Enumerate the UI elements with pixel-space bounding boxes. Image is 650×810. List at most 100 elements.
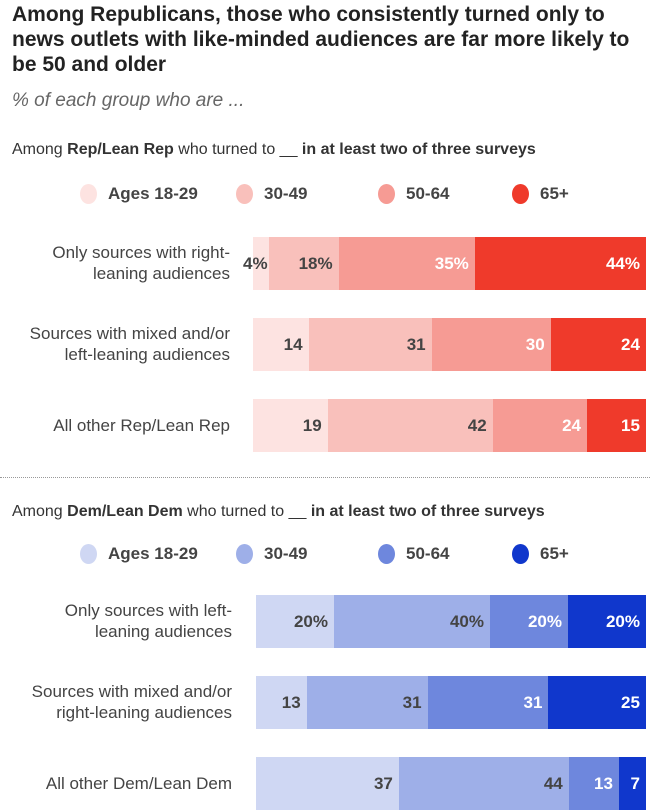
data-label: 40% <box>449 611 484 631</box>
header-text: in at least two of three surveys <box>301 141 536 158</box>
stacked-bar: 37 44 13 7 <box>256 757 646 810</box>
stacked-bar: 14 31 30 24 <box>253 318 646 371</box>
data-label: 18% <box>298 253 333 273</box>
bar-segment: 14 <box>253 318 309 371</box>
legend-item: Ages 18-29 <box>80 544 198 564</box>
data-label: 20% <box>527 611 562 631</box>
data-label: 13 <box>594 773 613 793</box>
legend-swatch <box>236 184 253 204</box>
bar-segment: 30 <box>431 318 551 371</box>
category-label-line: Sources with mixed and/or <box>29 324 230 343</box>
bar-segment: 44 <box>398 757 569 810</box>
category-label-line: All other Rep/Lean Rep <box>53 415 230 435</box>
section-header: Among Dem/Lean Dem who turned to __ in a… <box>12 503 545 521</box>
legend-label: Ages 18-29 <box>108 184 198 203</box>
legend-label: 30-49 <box>264 544 308 563</box>
category-label: Only sources with left-leaning audiences <box>2 600 232 642</box>
legend-item: 30-49 <box>236 184 307 204</box>
data-label: 44% <box>605 253 640 273</box>
category-label-line: Sources with mixed and/or <box>31 682 232 701</box>
stacked-bar: 20% 40% 20% 20% <box>256 595 646 648</box>
bar-segment: 42 <box>327 399 493 452</box>
bar-segment: 24 <box>550 318 646 371</box>
category-label: All other Dem/Lean Dem <box>2 773 232 794</box>
legend-label: 65+ <box>540 544 569 563</box>
data-label: 14 <box>283 334 303 354</box>
data-label: 25 <box>621 692 640 712</box>
data-label: 31 <box>523 692 543 712</box>
bar-segment: 4% <box>243 237 269 290</box>
legend-item: 50-64 <box>378 184 449 204</box>
category-label: Sources with mixed and/or left-leaning au… <box>0 323 230 365</box>
data-label: 20% <box>605 611 640 631</box>
header-text: Rep/Lean Rep <box>67 141 174 158</box>
data-label: 31 <box>406 334 426 354</box>
legend: Ages 18-29 30-49 50-64 65+ <box>0 544 650 568</box>
header-text: who turned to __ <box>173 141 302 158</box>
data-label: 24 <box>562 415 582 435</box>
bar-segment: 35% <box>338 237 475 290</box>
section-header: Among Rep/Lean Rep who turned to __ in a… <box>12 141 536 159</box>
legend-item: Ages 18-29 <box>80 184 198 204</box>
data-label: 37 <box>373 773 393 793</box>
data-label: 42 <box>467 415 487 435</box>
bar-segment: 20% <box>490 595 568 648</box>
bar-segment: 15 <box>587 399 646 452</box>
bar-segment: 40% <box>334 595 490 648</box>
legend-swatch <box>378 544 395 564</box>
bar-segment: 7 <box>618 757 646 810</box>
header-text: Among <box>12 503 68 520</box>
data-label: 19 <box>302 415 322 435</box>
legend-item: 65+ <box>512 544 569 564</box>
category-label-line: Only sources with left- <box>64 601 232 620</box>
legend-label: Ages 18-29 <box>108 544 198 563</box>
data-label: 44 <box>543 773 563 793</box>
category-label-line: Only sources with right- <box>52 243 230 262</box>
bar-segment: 37 <box>256 757 399 810</box>
stacked-bar: 4% 18% 35% 44% <box>243 237 646 290</box>
legend-swatch <box>512 544 529 564</box>
stacked-bar: 19 42 24 15 <box>253 399 646 452</box>
bar-segment: 31 <box>306 676 428 729</box>
bar-segment: 19 <box>253 399 328 452</box>
category-label-line: All other Dem/Lean Dem <box>45 773 232 793</box>
bar-segment: 25 <box>548 676 646 729</box>
legend-swatch <box>80 544 97 564</box>
legend-swatch <box>80 184 97 204</box>
category-label: Only sources with right-leaning audience… <box>0 242 230 284</box>
bar-segment: 31 <box>427 676 549 729</box>
chart-title: Among Republicans, those who consistentl… <box>12 3 630 76</box>
data-label: 7 <box>630 773 640 793</box>
chart-subtitle: % of each group who are ... <box>12 90 245 111</box>
legend: Ages 18-29 30-49 50-64 65+ <box>0 184 650 208</box>
stacked-bar: 13 31 31 25 <box>256 676 646 729</box>
bar-segment: 18% <box>268 237 339 290</box>
header-text: in at least two of three surveys <box>310 503 545 520</box>
legend-item: 50-64 <box>378 544 449 564</box>
legend-swatch <box>236 544 253 564</box>
legend-item: 65+ <box>512 184 569 204</box>
legend-label: 50-64 <box>406 184 450 203</box>
legend-label: 50-64 <box>406 544 450 563</box>
legend-swatch <box>378 184 395 204</box>
category-label-line: left-leaning audiences <box>64 345 230 364</box>
header-text: who turned to __ <box>182 503 311 520</box>
legend-label: 65+ <box>540 184 569 203</box>
data-label: 20% <box>293 611 328 631</box>
category-label: Sources with mixed and/or right-leaning a… <box>2 681 232 723</box>
category-label-line: right-leaning audiences <box>56 703 232 722</box>
data-label: 30 <box>525 334 545 354</box>
bar-segment: 20% <box>256 595 334 648</box>
bar-segment: 44% <box>474 237 646 290</box>
data-label: 24 <box>621 334 640 354</box>
data-label: 4% <box>242 253 268 273</box>
legend-item: 30-49 <box>236 544 307 564</box>
bar-segment: 13 <box>256 676 307 729</box>
category-label: All other Rep/Lean Rep <box>0 415 230 436</box>
category-label-line: leaning audiences <box>94 622 232 641</box>
header-text: Dem/Lean Dem <box>67 503 183 520</box>
legend-swatch <box>512 184 529 204</box>
section-divider <box>0 477 650 478</box>
header-text: Among <box>12 141 68 158</box>
legend-label: 30-49 <box>264 184 308 203</box>
